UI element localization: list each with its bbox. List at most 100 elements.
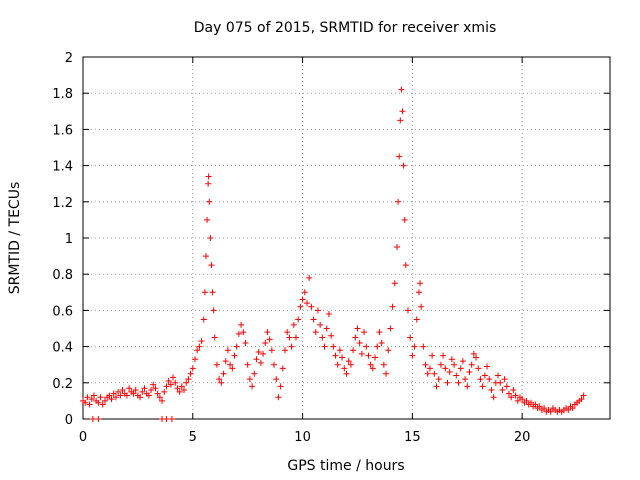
data-point xyxy=(115,388,122,395)
data-point xyxy=(448,356,455,363)
data-point xyxy=(413,316,420,323)
data-point xyxy=(84,394,91,401)
data-point xyxy=(512,392,519,399)
data-point xyxy=(319,334,326,341)
data-point xyxy=(229,365,236,372)
data-point xyxy=(148,387,155,394)
data-point xyxy=(484,363,491,370)
data-point xyxy=(397,117,404,124)
data-point xyxy=(249,383,256,390)
data-point xyxy=(497,379,504,386)
data-point xyxy=(176,388,183,395)
data-point xyxy=(336,347,343,354)
data-point xyxy=(101,397,108,404)
data-point xyxy=(170,374,177,381)
data-point xyxy=(210,307,217,314)
x-tick-label: 10 xyxy=(294,430,311,445)
data-point xyxy=(499,387,506,394)
data-point xyxy=(88,396,95,403)
data-point xyxy=(541,405,548,412)
data-point xyxy=(385,347,392,354)
data-point xyxy=(211,334,218,341)
data-point xyxy=(433,383,440,390)
data-point xyxy=(174,385,181,392)
y-axis-title: SRMTID / TECUs xyxy=(7,182,23,295)
data-point xyxy=(547,408,554,415)
x-tick-label: 5 xyxy=(189,430,197,445)
data-point xyxy=(442,365,449,372)
data-point xyxy=(358,350,365,357)
data-point xyxy=(429,352,436,359)
data-point xyxy=(264,329,271,336)
data-point xyxy=(273,376,280,383)
data-point xyxy=(99,401,106,408)
data-point xyxy=(255,349,262,356)
data-point xyxy=(213,361,220,368)
data-point xyxy=(325,311,332,318)
data-point xyxy=(137,394,144,401)
data-point xyxy=(246,376,253,383)
data-point xyxy=(330,343,337,350)
data-point xyxy=(141,385,148,392)
data-point xyxy=(163,416,170,422)
data-point xyxy=(185,376,192,383)
data-point xyxy=(189,365,196,372)
data-point xyxy=(431,370,438,377)
data-point xyxy=(205,180,212,187)
data-point xyxy=(380,361,387,368)
data-point xyxy=(404,307,411,314)
data-point xyxy=(277,383,284,390)
data-point xyxy=(154,390,161,397)
data-point xyxy=(418,303,425,310)
data-point xyxy=(565,406,572,413)
data-point xyxy=(110,390,117,397)
data-point xyxy=(503,383,510,390)
data-point xyxy=(240,329,247,336)
data-point xyxy=(257,359,264,366)
data-point xyxy=(206,198,213,205)
data-point xyxy=(156,394,163,401)
data-point xyxy=(481,372,488,379)
data-point xyxy=(495,372,502,379)
data-point xyxy=(488,387,495,394)
data-point xyxy=(119,387,126,394)
y-tick-label: 0 xyxy=(65,413,73,428)
data-point xyxy=(218,379,225,386)
data-point xyxy=(209,289,216,296)
data-point xyxy=(444,379,451,386)
data-point xyxy=(194,347,201,354)
plot-frame xyxy=(82,56,611,420)
data-point xyxy=(97,394,104,401)
data-point xyxy=(468,361,475,368)
data-point xyxy=(312,329,319,336)
data-point xyxy=(224,347,231,354)
data-point xyxy=(440,352,447,359)
data-point xyxy=(479,383,486,390)
data-point xyxy=(126,385,133,392)
data-point xyxy=(108,396,115,403)
data-point xyxy=(459,358,466,365)
data-point xyxy=(580,392,587,399)
data-point xyxy=(159,397,166,404)
data-point xyxy=(168,416,175,422)
data-point xyxy=(167,381,174,388)
data-point xyxy=(244,361,251,368)
data-point xyxy=(165,377,172,384)
x-tick-label: 20 xyxy=(514,430,531,445)
data-point xyxy=(284,329,291,336)
y-tick-label: 0.8 xyxy=(52,268,73,283)
data-point xyxy=(437,361,444,368)
data-point xyxy=(222,358,229,365)
data-point xyxy=(473,354,480,361)
tick-layer: 00.20.40.60.811.21.41.61.820 5 10 15 20 xyxy=(52,51,610,445)
data-point xyxy=(310,316,317,323)
data-point xyxy=(233,343,240,350)
data-point xyxy=(187,370,194,377)
data-point xyxy=(400,162,407,169)
data-point xyxy=(321,343,328,350)
data-point xyxy=(569,405,576,412)
data-point xyxy=(486,376,493,383)
data-point xyxy=(435,376,442,383)
data-point xyxy=(253,356,260,363)
data-point xyxy=(519,396,526,403)
